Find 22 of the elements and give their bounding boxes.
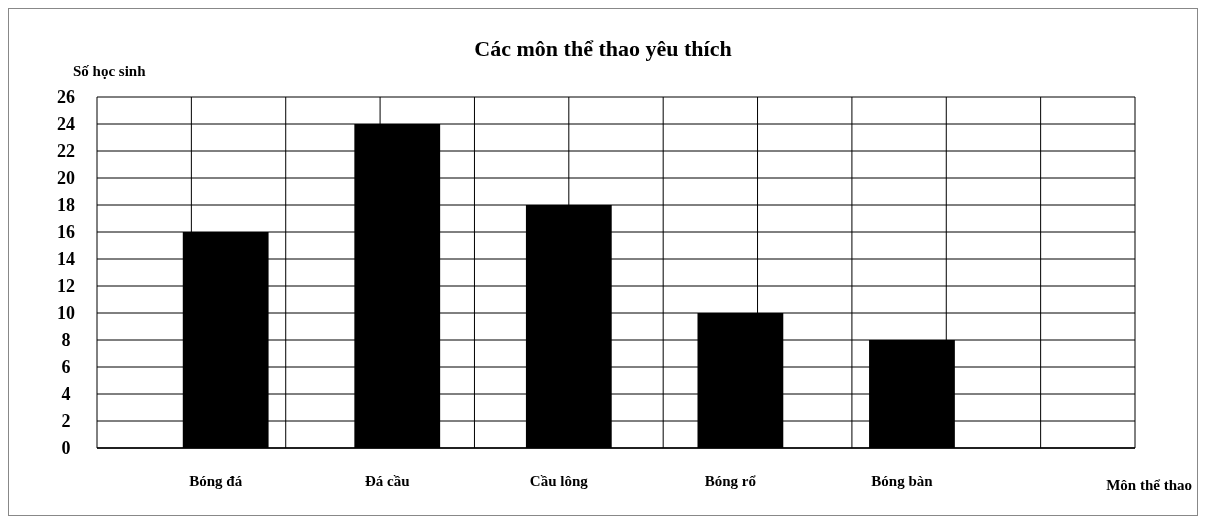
x-tick-label: Cầu lông (529, 473, 589, 489)
y-tick-label: 20 (57, 168, 75, 189)
text: Môn thể thao (1106, 477, 1192, 493)
y-tick-label: 16 (57, 222, 75, 243)
y-tick-label: 22 (57, 141, 75, 162)
y-tick-label: 6 (61, 357, 71, 378)
y-tick-label: 10 (57, 303, 75, 324)
y-tick-label: 12 (57, 276, 75, 297)
y-tick-label: 2 (61, 411, 71, 432)
y-tick-label: 8 (61, 330, 71, 351)
x-tick-label: Đá cầu (364, 473, 410, 489)
y-tick-label: 26 (57, 87, 75, 108)
x-tick-label: Bóng đá (189, 473, 243, 489)
chart-title: Các môn thể thao yêu thích (474, 36, 732, 61)
y-tick-label: 0 (61, 438, 71, 459)
x-tick-label: Bóng bàn (871, 473, 934, 489)
x-tick-label: Bóng rổ (704, 473, 757, 489)
y-tick-label: 4 (61, 384, 71, 405)
y-tick-label: 24 (57, 114, 75, 135)
y-tick-label: 18 (57, 195, 75, 216)
y-axis-title: Số học sinh (73, 63, 147, 79)
y-tick-label: 14 (57, 249, 75, 270)
